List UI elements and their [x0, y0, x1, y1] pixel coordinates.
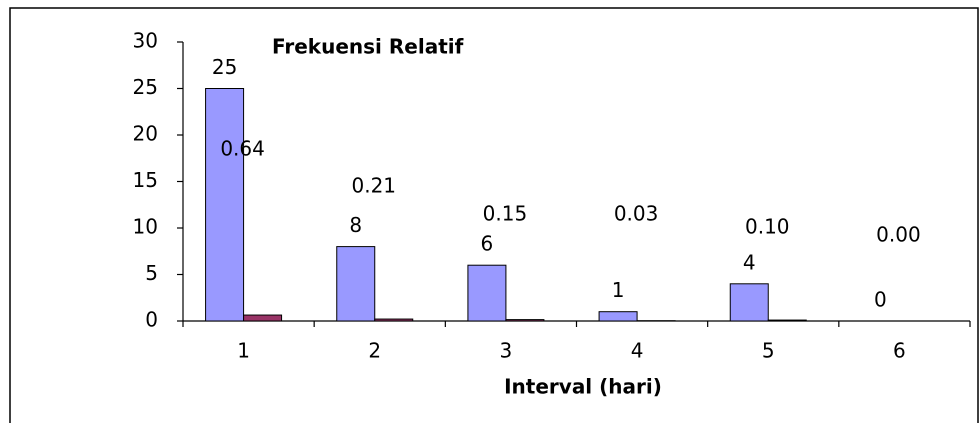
x-tick-label: 3: [500, 339, 513, 363]
bar: [206, 89, 244, 322]
x-tick-label: 5: [762, 339, 775, 363]
y-tick-label: 10: [133, 215, 158, 239]
x-tick-label: 2: [368, 339, 381, 363]
data-label: 1: [612, 278, 625, 302]
y-tick-label: 25: [133, 75, 158, 99]
bar: [337, 247, 375, 321]
bar: [375, 319, 413, 321]
x-axis-label: Interval (hari): [504, 375, 662, 399]
data-label: 0.03: [614, 202, 659, 226]
data-label: 0.21: [351, 174, 396, 198]
x-tick-label: 6: [893, 339, 906, 363]
bar: [730, 284, 768, 321]
data-label: 0.00: [876, 223, 921, 247]
data-label: 0: [874, 288, 887, 312]
y-tick-label: 20: [133, 122, 158, 146]
y-tick-label: 5: [145, 261, 158, 285]
x-tick-label: 1: [237, 339, 250, 363]
y-tick-label: 15: [133, 168, 158, 192]
bar: [599, 312, 637, 321]
data-label: 0.10: [745, 215, 790, 239]
data-label: 25: [212, 55, 237, 79]
chart-title: Frekuensi Relatif: [272, 35, 464, 59]
bar: [468, 265, 506, 321]
data-label: 0.64: [220, 137, 265, 161]
data-label: 8: [349, 213, 362, 237]
y-tick-label: 30: [133, 29, 158, 53]
bar: [768, 320, 806, 321]
x-tick-label: 4: [631, 339, 644, 363]
bar: [506, 320, 544, 321]
bar: [244, 315, 282, 321]
data-label: 0.15: [483, 202, 528, 226]
y-tick-label: 0: [145, 308, 158, 332]
data-label: 4: [743, 250, 756, 274]
data-label: 6: [481, 232, 494, 256]
